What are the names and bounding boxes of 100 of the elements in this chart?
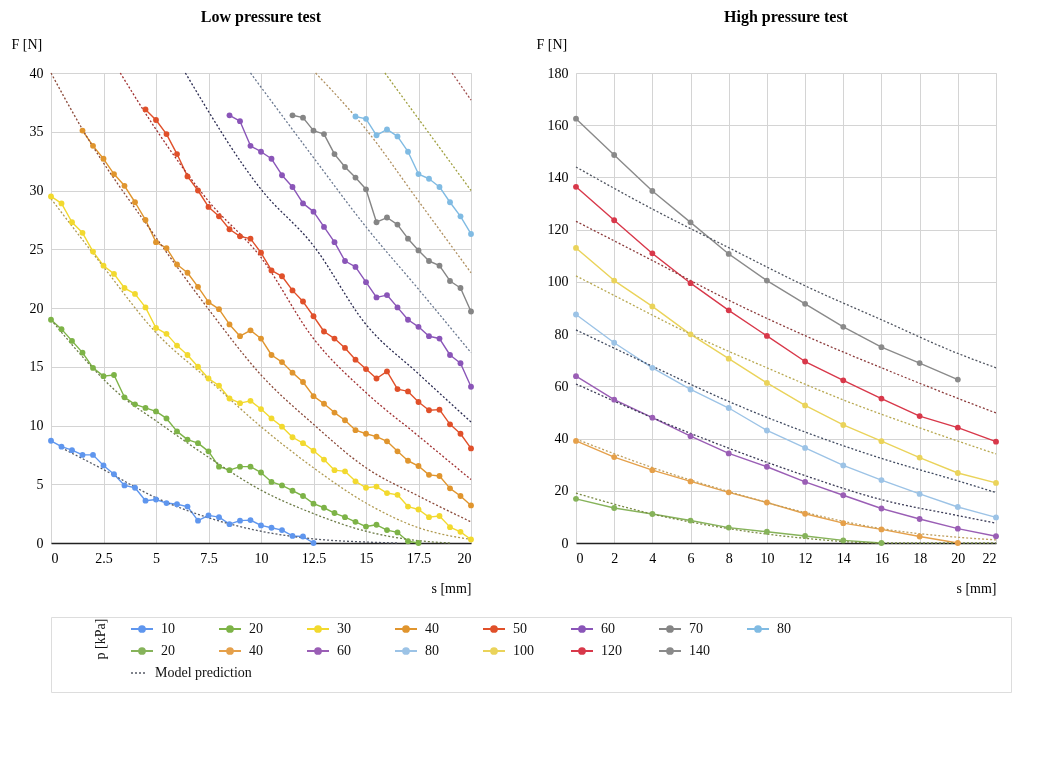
point xyxy=(247,142,254,149)
point xyxy=(436,184,443,190)
point xyxy=(279,482,285,489)
point xyxy=(184,269,191,276)
point xyxy=(363,523,369,530)
point xyxy=(268,155,275,162)
point xyxy=(405,503,411,510)
x-tick-label: 22 xyxy=(982,550,997,566)
point xyxy=(226,112,233,119)
point xyxy=(802,300,809,307)
legend-label: 20 xyxy=(249,621,263,636)
point xyxy=(725,524,732,531)
point xyxy=(363,366,369,373)
x-tick-label: 15 xyxy=(359,550,374,566)
point xyxy=(611,217,618,224)
point xyxy=(132,290,138,297)
point xyxy=(373,294,380,301)
point xyxy=(840,520,847,527)
point xyxy=(237,463,243,470)
x-tick-label: 10 xyxy=(254,550,269,566)
point xyxy=(405,235,411,242)
point xyxy=(300,493,306,499)
point xyxy=(878,477,885,483)
point xyxy=(100,373,107,380)
y-tick-label: 25 xyxy=(29,241,44,257)
point xyxy=(373,132,380,139)
legend-label: 30 xyxy=(337,621,351,636)
point xyxy=(237,233,243,240)
y-tick-label: 60 xyxy=(554,378,569,394)
point xyxy=(163,131,170,138)
point xyxy=(216,306,222,313)
point xyxy=(363,186,369,193)
y-tick-label: 0 xyxy=(561,535,569,551)
point xyxy=(237,118,243,125)
point xyxy=(289,369,296,376)
legend-label: 60 xyxy=(337,643,351,658)
point xyxy=(195,187,201,194)
point xyxy=(142,497,149,504)
point xyxy=(226,226,233,233)
point xyxy=(763,528,770,535)
point xyxy=(840,537,847,544)
point xyxy=(226,467,233,474)
legend-label: 40 xyxy=(425,621,439,636)
point xyxy=(384,126,390,133)
point xyxy=(300,298,306,305)
point xyxy=(153,325,159,331)
point xyxy=(457,528,464,535)
point xyxy=(205,299,212,306)
point xyxy=(321,131,327,138)
point xyxy=(300,379,306,385)
point xyxy=(289,287,296,294)
point xyxy=(226,395,233,402)
point xyxy=(468,231,474,237)
point xyxy=(611,505,618,511)
point xyxy=(954,470,961,476)
point xyxy=(132,199,138,206)
point xyxy=(405,457,411,464)
legend-label: 70 xyxy=(689,621,703,636)
point xyxy=(237,517,243,524)
point xyxy=(237,400,243,407)
point xyxy=(352,518,359,525)
point xyxy=(163,330,170,337)
point xyxy=(289,434,296,441)
point xyxy=(447,352,453,358)
line-series xyxy=(119,72,472,481)
point xyxy=(48,437,54,444)
point xyxy=(268,267,275,274)
point xyxy=(79,451,86,458)
x-tick-label: 16 xyxy=(874,550,889,566)
x-tick-label: 10 xyxy=(760,550,775,566)
point xyxy=(878,438,885,445)
point xyxy=(310,500,317,507)
point xyxy=(649,364,656,371)
x-tick-label: 17.5 xyxy=(406,550,432,566)
legend-label: 100 xyxy=(513,643,534,658)
legend-label: 60 xyxy=(601,621,615,636)
point xyxy=(840,323,847,330)
point xyxy=(687,517,694,524)
point xyxy=(373,483,380,490)
point xyxy=(802,510,809,517)
point xyxy=(426,471,432,478)
point xyxy=(352,427,359,434)
point xyxy=(457,430,464,437)
point xyxy=(300,533,306,540)
point xyxy=(90,248,96,255)
point xyxy=(447,485,453,492)
y-tick-label: 30 xyxy=(29,183,44,198)
point xyxy=(468,308,474,315)
point xyxy=(258,522,264,529)
legend-label: 40 xyxy=(249,643,263,658)
point xyxy=(90,142,96,149)
point xyxy=(993,514,999,521)
point xyxy=(321,504,327,511)
point xyxy=(394,133,401,140)
point xyxy=(954,525,961,532)
point xyxy=(725,355,732,362)
point xyxy=(687,386,694,393)
line-series xyxy=(314,72,472,274)
point xyxy=(878,395,885,402)
x-tick-label: 5 xyxy=(153,550,160,566)
